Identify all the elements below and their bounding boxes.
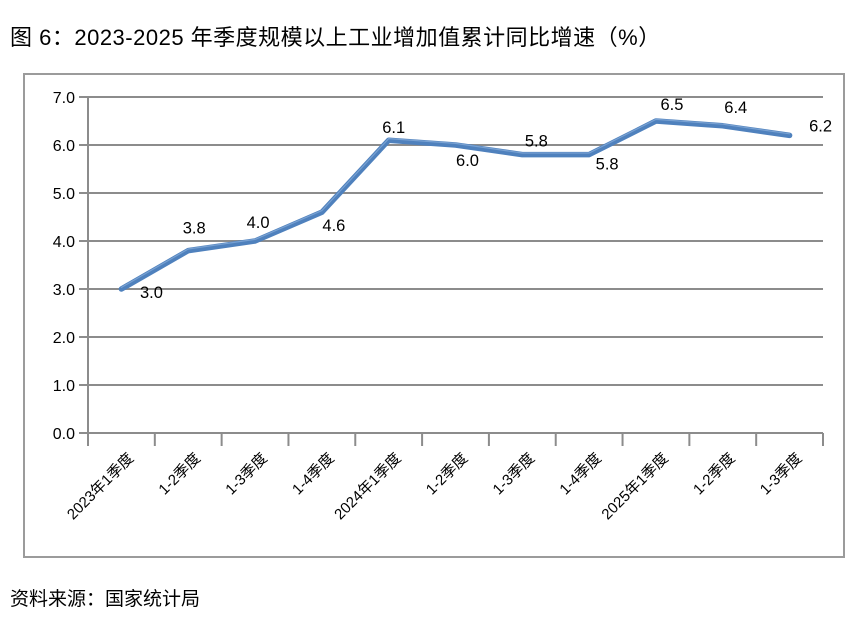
data-point-label: 6.1 [382, 119, 405, 137]
x-axis-label: 1-3季度 [757, 450, 806, 499]
x-axis-label: 1-2季度 [423, 450, 472, 499]
x-axis-label: 2023年1季度 [64, 450, 137, 523]
data-point-label: 6.2 [809, 117, 832, 135]
y-axis-label: 5.0 [53, 186, 75, 203]
y-axis-label: 3.0 [53, 282, 75, 299]
chart-border [23, 73, 845, 558]
x-axis-label: 2024年1季度 [331, 450, 404, 523]
x-axis-label: 1-4季度 [556, 450, 605, 499]
x-axis-label: 1-3季度 [222, 450, 271, 499]
data-point-label: 5.8 [596, 156, 619, 174]
chart-frame: 0.0 1.0 2.0 3.0 4.0 5.0 6.0 7.0 2023年1季度 1-2季度 1-3… [23, 73, 845, 558]
y-axis-label: 6.0 [53, 138, 75, 155]
data-point-label: 5.8 [525, 133, 548, 151]
data-point-label: 6.5 [660, 96, 683, 114]
x-axis-label: 1-4季度 [289, 450, 338, 499]
x-axis-label: 2025年1季度 [598, 450, 671, 523]
source-note: 资料来源：国家统计局 [10, 589, 201, 610]
x-axis-label: 1-2季度 [155, 450, 204, 499]
y-axis-label: 1.0 [53, 378, 75, 395]
data-point-label: 4.0 [247, 214, 270, 232]
data-point-label: 6.0 [456, 152, 479, 170]
data-point-label: 3.0 [140, 284, 163, 302]
y-axis-label: 7.0 [53, 90, 75, 107]
line-chart: 0.0 1.0 2.0 3.0 4.0 5.0 6.0 7.0 2023年1季度 1-2季度 1-3… [23, 73, 845, 558]
series-line [118, 118, 793, 292]
series-line-highlight [120, 118, 791, 288]
data-point-label: 3.8 [183, 220, 206, 238]
x-axis-label: 1-3季度 [490, 450, 539, 499]
data-point-label: 4.6 [322, 217, 345, 235]
x-axis-label: 1-2季度 [690, 450, 739, 499]
data-point-label: 6.4 [724, 99, 747, 117]
y-axis-label: 4.0 [53, 234, 75, 251]
chart-title: 图 6：2023-2025 年季度规模以上工业增加值累计同比增速（%） [10, 25, 661, 50]
y-axis-label: 0.0 [53, 426, 75, 443]
y-axis-label: 2.0 [53, 330, 75, 347]
